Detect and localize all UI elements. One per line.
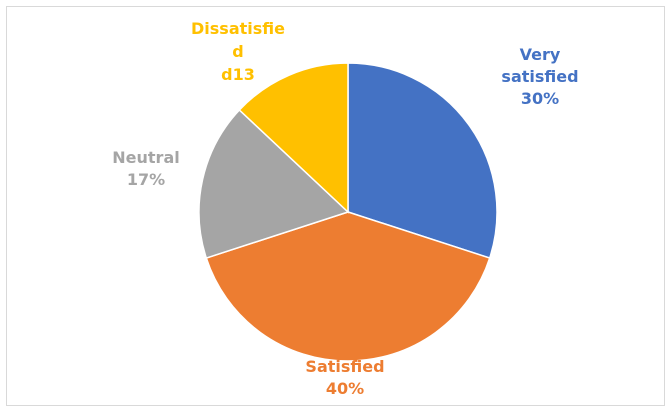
data-label-neutral: Neutral 17% — [112, 148, 179, 189]
pie-slice-very-satisfied — [347, 62, 498, 259]
data-label-line: Neutral — [112, 148, 179, 167]
pie-slice-neutral — [198, 108, 350, 259]
data-label-line: 30% — [521, 89, 559, 108]
data-label-very-satisfied: Very satisfied 30% — [501, 45, 578, 108]
data-label-dissatisfied: Dissatisfie d d13 — [191, 19, 285, 84]
data-label-line: Satisfied — [305, 357, 384, 376]
pie-slice-dissatisfied — [238, 62, 349, 214]
data-label-line: 40% — [326, 379, 364, 398]
data-label-line: d13 — [221, 65, 255, 84]
data-label-line: satisfied — [501, 67, 578, 86]
data-label-satisfied: Satisfied 40% — [305, 357, 384, 398]
data-label-line: d — [232, 42, 243, 61]
data-label-line: Dissatisfie — [191, 19, 285, 38]
data-label-line: 17% — [127, 170, 165, 189]
pie-slice-satisfied — [205, 211, 491, 362]
data-label-line: Very — [520, 45, 561, 64]
